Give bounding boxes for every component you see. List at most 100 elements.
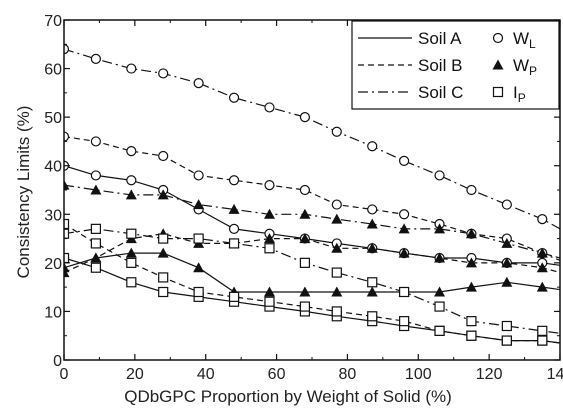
data-point-soil-c-wl — [126, 63, 137, 74]
legend-label-main: I — [513, 83, 518, 102]
legend-label: WL — [513, 29, 536, 51]
data-point-soil-b-wp — [331, 242, 343, 253]
y-tick-label: 0 — [53, 353, 62, 370]
data-point-soil-c-wl — [90, 53, 101, 64]
data-point-soil-c-wl — [399, 155, 410, 166]
data-point-soil-c-wl — [228, 92, 240, 103]
legend-label: WP — [513, 56, 537, 78]
data-point-soil-c-ip — [158, 233, 169, 244]
data-point-soil-b-wp — [299, 233, 311, 244]
data-point-soil-b-ip — [158, 272, 169, 283]
data-point-soil-a-wl — [228, 223, 240, 234]
data-point-soil-a-ip — [126, 277, 137, 288]
data-point-soil-a-wl — [126, 175, 137, 186]
data-point-soil-b-ip — [466, 330, 477, 341]
y-tick-label: 50 — [44, 110, 62, 127]
legend-box — [351, 20, 560, 110]
legend-label-main: W — [513, 29, 529, 48]
data-point-soil-b-wp — [263, 233, 275, 244]
data-point-soil-b-ip — [193, 286, 204, 298]
data-point-soil-c-wl — [264, 102, 275, 113]
data-point-soil-c-ip — [299, 257, 311, 268]
data-point-soil-a-ip — [64, 252, 70, 264]
data-point-soil-c-wp — [366, 218, 378, 229]
data-point-soil-a-wl — [90, 170, 101, 181]
data-point-soil-c-ip — [367, 277, 378, 288]
data-point-soil-c-wl — [367, 141, 378, 152]
data-point-soil-c-wl — [501, 199, 512, 210]
data-point-soil-c-wl — [158, 68, 169, 79]
data-point-soil-b-wl — [193, 170, 204, 181]
data-point-soil-b-wl — [367, 204, 378, 215]
data-point-soil-b-ip — [299, 301, 311, 312]
data-point-soil-b-wl — [126, 146, 137, 157]
data-point-soil-c-wp — [465, 228, 477, 239]
data-point-soil-b-wp — [90, 252, 102, 263]
data-point-soil-b-ip — [64, 218, 70, 230]
data-point-soil-c-ip — [501, 320, 512, 332]
data-point-soil-a-wp — [331, 286, 343, 297]
y-axis-title: Consistency Limits (%) — [14, 106, 33, 279]
data-point-soil-a-wp — [157, 247, 169, 258]
legend-marker-swatch — [492, 86, 504, 98]
data-point-soil-c-wl — [193, 78, 204, 89]
data-point-soil-a-wp — [299, 286, 311, 297]
series-lines — [64, 48, 560, 344]
data-point-soil-c-wp — [263, 208, 275, 219]
x-tick-label: 0 — [60, 366, 69, 383]
series-line-soil-b-wl — [64, 136, 560, 259]
x-tick-label: 100 — [405, 366, 432, 383]
data-point-soil-c-wp — [193, 199, 205, 210]
data-point-soil-b-wl — [399, 209, 410, 220]
data-point-soil-b-wp — [536, 262, 548, 273]
data-point-soil-b-ip — [331, 306, 342, 317]
x-tick-label: 120 — [476, 366, 503, 383]
data-point-soil-a-ip — [90, 262, 101, 273]
data-point-soil-c-ip — [537, 325, 548, 336]
y-tick-label: 70 — [44, 13, 62, 30]
data-point-soil-b-wl — [90, 136, 101, 147]
data-point-soil-c-wp — [536, 247, 548, 258]
data-point-soil-c-ip — [126, 228, 137, 239]
data-point-soil-c-wp — [90, 184, 102, 195]
data-point-soil-b-wl — [299, 184, 311, 196]
data-point-soil-a-wp — [434, 286, 446, 297]
data-point-soil-a-wp — [536, 281, 548, 292]
legend-label: IP — [513, 83, 526, 105]
data-point-soil-c-ip — [434, 301, 445, 312]
legend-soil-entries: Soil A Soil B Soil C — [358, 29, 463, 102]
data-point-soil-c-ip — [228, 238, 240, 249]
data-point-soil-c-wp — [299, 208, 311, 219]
data-point-soil-c-wl — [331, 126, 342, 137]
data-point-soil-c-ip — [193, 233, 204, 244]
series-line-soil-a-wl — [64, 165, 560, 266]
data-point-soil-b-wl — [331, 199, 342, 210]
data-point-soil-b-wp — [366, 242, 378, 253]
legend-label-subscript: P — [518, 91, 526, 105]
y-tick-label: 40 — [44, 159, 62, 176]
data-point-soil-b-wp — [501, 257, 513, 268]
series-line-soil-a-wp — [64, 252, 560, 293]
x-axis-title: QDbGPC Proportion by Weight of Solid (%) — [124, 387, 452, 406]
data-point-soil-b-ip — [367, 311, 378, 322]
data-point-soil-c-wp — [228, 203, 240, 214]
series-markers — [64, 44, 548, 346]
data-point-soil-c-wp — [434, 223, 446, 234]
data-point-soil-c-wp — [398, 223, 410, 234]
legend-label: Soil A — [418, 29, 462, 48]
x-tick-label: 40 — [197, 366, 215, 383]
data-point-soil-b-wl — [64, 131, 70, 142]
y-tick-label: 30 — [44, 207, 62, 224]
series-line-soil-c-wp — [64, 184, 560, 262]
series-line-soil-c-wl — [64, 48, 560, 230]
data-point-soil-b-ip — [90, 238, 101, 249]
data-point-soil-b-ip — [537, 335, 548, 346]
data-point-soil-c-wp — [331, 213, 343, 224]
data-point-soil-b-ip — [126, 257, 137, 268]
data-point-soil-b-wp — [398, 247, 410, 258]
data-point-soil-c-ip — [264, 243, 275, 254]
legend-marker-swatch — [492, 32, 504, 44]
legend-label: Soil C — [418, 83, 463, 102]
y-tick-label: 10 — [44, 304, 62, 321]
